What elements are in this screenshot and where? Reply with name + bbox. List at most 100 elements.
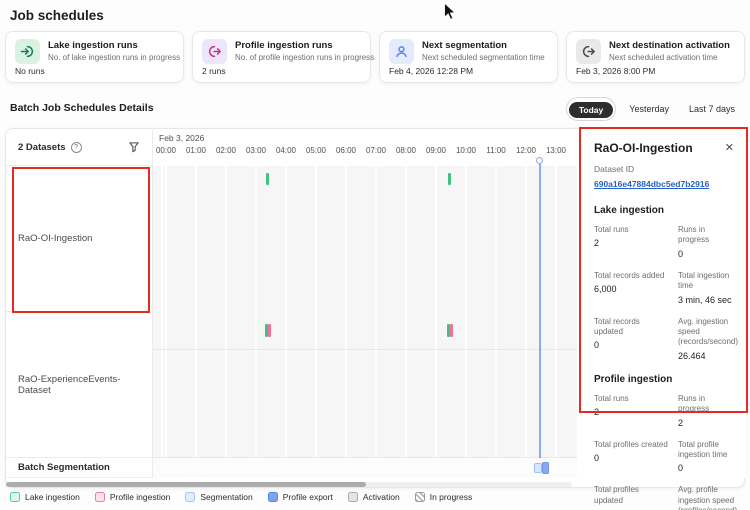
timeline-date-label: Feb 3, 2026 [159, 133, 205, 143]
help-icon[interactable]: ? [70, 141, 82, 153]
stat: Total ingestion time 3 min, 46 sec [678, 270, 732, 305]
profile-ingestion-icon [202, 39, 227, 64]
lake-ingestion-stats: Total runs 2 Runs in progress 0 Total re… [594, 225, 738, 361]
stat: Avg. ingestion speed (records/second) 26… [678, 316, 739, 361]
hour-label: 06:00 [335, 146, 357, 155]
hour-label: 04:00 [275, 146, 297, 155]
page-title: Job schedules [10, 8, 104, 23]
dataset-id-link[interactable]: 690a16e47884dbc5ed7b2916 [594, 179, 710, 189]
dataset-column: 2 Datasets ? RaO-OI-Ingestion RaO-Experi… [6, 129, 153, 478]
lake-ingestion-icon [15, 39, 40, 64]
stat: Total profiles updated 0 [594, 485, 639, 510]
hour-label: 11:00 [486, 146, 506, 155]
card-profile-ingestion-runs: Profile ingestion runs No. of profile in… [192, 31, 374, 83]
card-title: Profile ingestion runs [235, 40, 333, 51]
horizontal-scrollbar-thumb[interactable] [6, 482, 366, 487]
legend-item-profile-ingestion: Profile ingestion [94, 492, 170, 502]
dataset-id-label: Dataset ID [594, 164, 635, 174]
range-button-yesterday[interactable]: Yesterday [622, 101, 676, 117]
lake-ingestion-run-marker[interactable] [265, 324, 268, 337]
lake-ingestion-run-marker[interactable] [266, 173, 269, 185]
close-icon[interactable]: ✕ [724, 142, 734, 154]
range-button-today[interactable]: Today [568, 102, 614, 118]
stat: Runs in progress 2 [678, 393, 710, 428]
batch-segmentation-track [153, 458, 577, 478]
card-value: No runs [15, 66, 45, 76]
hour-label: 05:00 [305, 146, 327, 155]
legend-item-segmentation: Segmentation [185, 492, 253, 502]
stat: Total profile ingestion time 0 [678, 439, 728, 474]
selected-range-wrapper: Today [565, 97, 617, 121]
horizontal-scrollbar-track [6, 482, 572, 487]
profile-export-run-marker[interactable] [542, 462, 549, 474]
stat: Avg. profile ingestion speed (profiles/s… [678, 485, 737, 510]
segmentation-swatch [185, 492, 196, 502]
card-value: Feb 3, 2026 8:00 PM [576, 66, 656, 76]
timeline-legend: Lake ingestion Profile ingestion Segment… [10, 492, 472, 502]
hour-label: 09:00 [425, 146, 447, 155]
card-description: No. of lake ingestion runs in progress [48, 53, 181, 62]
timeline-grid: Feb 3, 2026 00:00 01:00 02:00 03:00 04:0… [153, 129, 577, 478]
range-button-last-7-days[interactable]: Last 7 days [682, 101, 742, 117]
lake-ingestion-section-title: Lake ingestion [594, 205, 665, 216]
hour-label: 13:00 [545, 146, 567, 155]
lake-ingestion-run-marker[interactable] [448, 173, 451, 185]
hour-label: 10:00 [455, 146, 477, 155]
card-lake-ingestion-runs: Lake ingestion runs No. of lake ingestio… [5, 31, 184, 83]
section-title: Batch Job Schedules Details [10, 102, 154, 114]
in-progress-swatch [414, 492, 425, 502]
card-next-segmentation: Next segmentation Next scheduled segment… [379, 31, 558, 83]
lake-ingestion-swatch [10, 492, 20, 502]
card-description: Next scheduled activation time [609, 53, 718, 62]
schedules-timeline-card: 2 Datasets ? RaO-OI-Ingestion RaO-Experi… [5, 127, 748, 510]
legend-item-activation: Activation [347, 492, 400, 502]
summary-cards: Lake ingestion runs No. of lake ingestio… [5, 31, 745, 83]
timeline-grid-body [153, 166, 577, 458]
mouse-cursor [444, 2, 456, 21]
profile-ingestion-stats: Total runs 2 Runs in progress 2 Total pr… [594, 393, 737, 510]
card-title: Next segmentation [422, 40, 507, 51]
hour-label: 03:00 [245, 146, 267, 155]
card-value: 2 runs [202, 66, 226, 76]
dataset-details-panel: RaO-OI-Ingestion ✕ Dataset ID 690a16e478… [579, 129, 746, 510]
hour-label: 07:00 [365, 146, 387, 155]
card-title: Lake ingestion runs [48, 40, 138, 51]
filter-icon[interactable] [128, 141, 140, 153]
dataset-row-rao-oi-ingestion[interactable]: RaO-OI-Ingestion [6, 166, 152, 312]
current-time-handle[interactable] [536, 157, 543, 164]
dataset-row-rao-experienceevents-dataset[interactable]: RaO-ExperienceEvents-Dataset [6, 312, 152, 458]
dataset-column-header: 2 Datasets ? [6, 129, 152, 166]
profile-ingestion-run-marker[interactable] [450, 324, 453, 337]
card-title: Next destination activation [609, 40, 730, 51]
stat: Total records added 6,000 [594, 270, 665, 295]
stat: Runs in progress 0 [678, 225, 710, 259]
hour-label: 01:00 [185, 146, 207, 155]
hour-label: 02:00 [215, 146, 237, 155]
current-time-line [539, 163, 541, 458]
card-next-destination-activation: Next destination activation Next schedul… [566, 31, 745, 83]
legend-item-in-progress: In progress [414, 492, 472, 502]
row-divider [153, 349, 577, 350]
hour-label: 00:00 [155, 146, 177, 155]
legend-item-lake-ingestion: Lake ingestion [10, 492, 80, 502]
destination-activation-icon [576, 39, 601, 64]
details-panel-title: RaO-OI-Ingestion [594, 141, 693, 155]
dataset-row-label: RaO-OI-Ingestion [18, 233, 93, 244]
segmentation-user-icon [389, 39, 414, 64]
activation-swatch [347, 492, 358, 502]
batch-segmentation-row-label: Batch Segmentation [6, 458, 152, 478]
lake-ingestion-run-marker[interactable] [447, 324, 450, 337]
datasets-count-label: 2 Datasets [18, 141, 66, 153]
hour-label: 12:00 [515, 146, 537, 155]
stat: Total profiles created 0 [594, 439, 668, 463]
date-range-control: Today Yesterday Last 7 days [565, 97, 742, 121]
profile-ingestion-swatch [94, 492, 105, 502]
segmentation-run-marker[interactable] [534, 463, 542, 473]
dataset-row-label: RaO-ExperienceEvents-Dataset [18, 373, 121, 396]
legend-item-profile-export: Profile export [267, 492, 333, 502]
stat: Total records updated 0 [594, 316, 640, 351]
profile-ingestion-run-marker[interactable] [268, 324, 271, 337]
profile-export-swatch [267, 492, 278, 502]
card-value: Feb 4, 2026 12:28 PM [389, 66, 474, 76]
